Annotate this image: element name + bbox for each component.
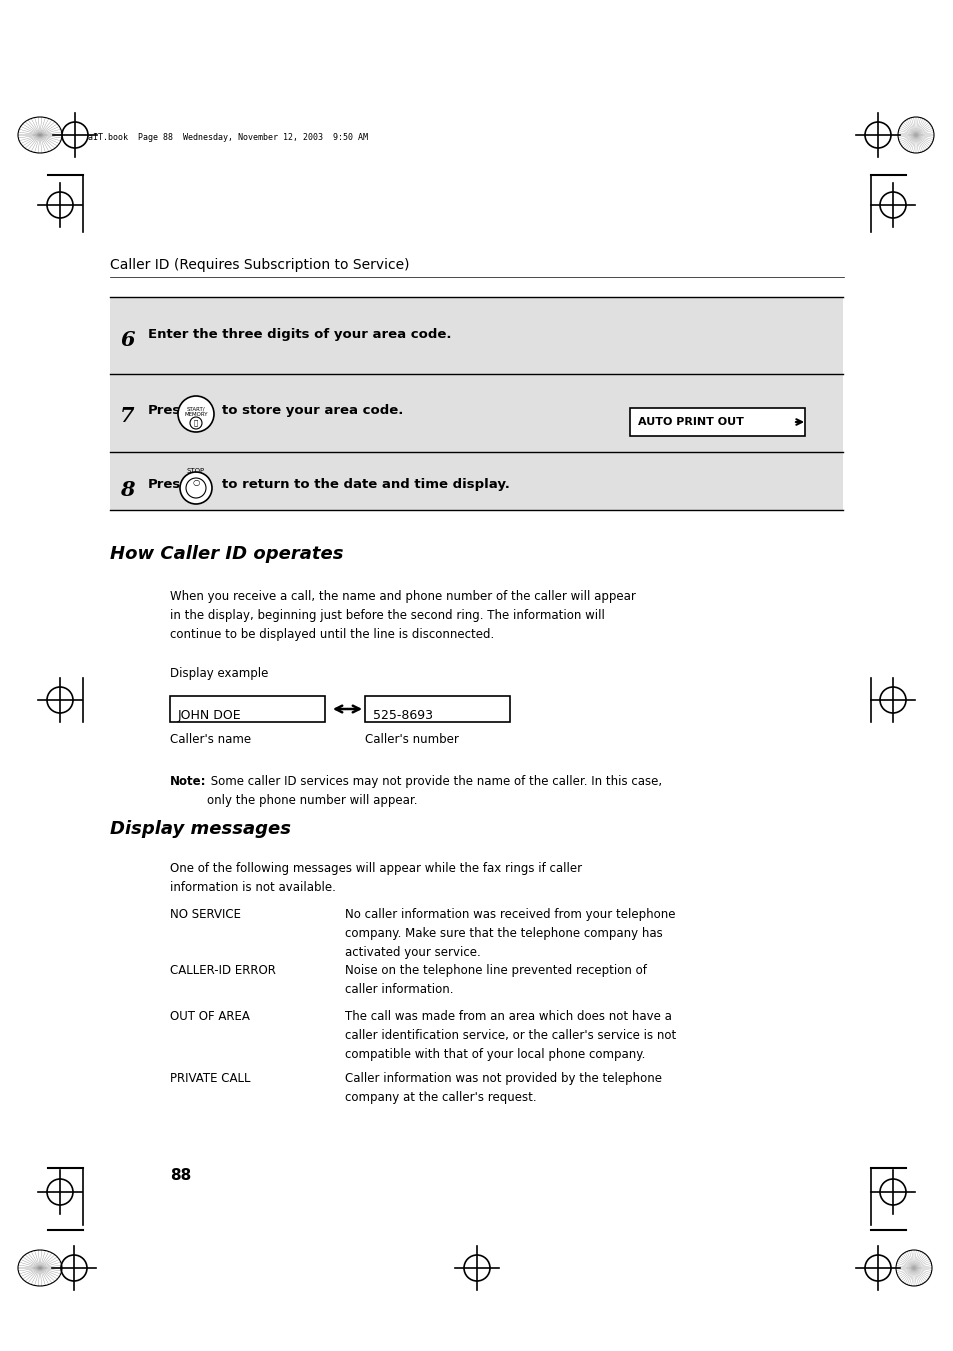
Text: When you receive a call, the name and phone number of the caller will appear
in : When you receive a call, the name and ph…: [170, 590, 636, 640]
Text: STOP: STOP: [187, 467, 205, 474]
Text: CALLER-ID ERROR: CALLER-ID ERROR: [170, 965, 275, 977]
Circle shape: [178, 396, 213, 432]
Text: ⓘ: ⓘ: [193, 420, 198, 427]
Text: OUT OF AREA: OUT OF AREA: [170, 1011, 250, 1023]
Text: to store your area code.: to store your area code.: [222, 404, 403, 417]
Bar: [365, 696, 510, 721]
Text: Caller's name: Caller's name: [170, 734, 251, 746]
Text: Press: Press: [148, 404, 189, 417]
Text: Note:: Note:: [170, 775, 206, 788]
Text: Caller's number: Caller's number: [365, 734, 458, 746]
Text: One of the following messages will appear while the fax rings if caller
informat: One of the following messages will appea…: [170, 862, 581, 894]
Text: 6: 6: [120, 330, 134, 350]
Text: ○: ○: [193, 478, 199, 488]
Text: to return to the date and time display.: to return to the date and time display.: [222, 478, 509, 490]
Text: No caller information was received from your telephone
company. Make sure that t: No caller information was received from …: [345, 908, 675, 959]
Text: 7: 7: [120, 407, 134, 426]
Bar: [170, 696, 325, 721]
Text: Display example: Display example: [170, 667, 268, 680]
Text: NO SERVICE: NO SERVICE: [170, 908, 241, 921]
Text: The call was made from an area which does not have a
caller identification servi: The call was made from an area which doe…: [345, 1011, 676, 1061]
Bar: [110, 297, 842, 509]
Text: 88: 88: [170, 1169, 191, 1183]
Text: PRIVATE CALL: PRIVATE CALL: [170, 1071, 251, 1085]
Text: How Caller ID operates: How Caller ID operates: [110, 544, 343, 563]
Text: AUTO PRINT OUT: AUTO PRINT OUT: [638, 417, 743, 427]
Text: Caller information was not provided by the telephone
company at the caller's req: Caller information was not provided by t…: [345, 1071, 661, 1104]
Bar: [629, 408, 804, 436]
Text: START/: START/: [187, 407, 205, 412]
Text: JOHN DOE: JOHN DOE: [178, 709, 241, 721]
Text: Display messages: Display messages: [110, 820, 291, 838]
Circle shape: [180, 471, 212, 504]
Text: Noise on the telephone line prevented reception of
caller information.: Noise on the telephone line prevented re…: [345, 965, 646, 996]
Text: MEMORY: MEMORY: [184, 412, 208, 417]
Text: aIT.book  Page 88  Wednesday, November 12, 2003  9:50 AM: aIT.book Page 88 Wednesday, November 12,…: [88, 132, 368, 142]
Text: Some caller ID services may not provide the name of the caller. In this case,
on: Some caller ID services may not provide …: [207, 775, 661, 807]
Text: Caller ID (Requires Subscription to Service): Caller ID (Requires Subscription to Serv…: [110, 258, 409, 272]
Text: Press: Press: [148, 478, 189, 490]
Text: 8: 8: [120, 480, 134, 500]
Text: 525-8693: 525-8693: [373, 709, 433, 721]
Text: Enter the three digits of your area code.: Enter the three digits of your area code…: [148, 328, 451, 340]
